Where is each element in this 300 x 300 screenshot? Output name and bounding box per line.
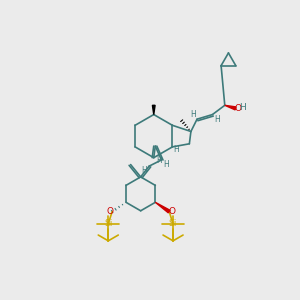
Text: H: H (173, 146, 179, 154)
Text: O: O (168, 207, 175, 216)
Text: Si: Si (169, 219, 177, 228)
Text: H: H (190, 110, 196, 119)
Text: O: O (106, 207, 113, 216)
Text: H: H (214, 115, 220, 124)
Polygon shape (225, 105, 236, 110)
Text: H: H (142, 166, 147, 175)
Text: H: H (156, 156, 162, 165)
Text: H: H (239, 103, 246, 112)
Polygon shape (152, 105, 155, 115)
Text: H: H (163, 160, 169, 169)
Text: Si: Si (104, 219, 112, 228)
Text: O: O (234, 104, 242, 113)
Polygon shape (155, 202, 170, 213)
